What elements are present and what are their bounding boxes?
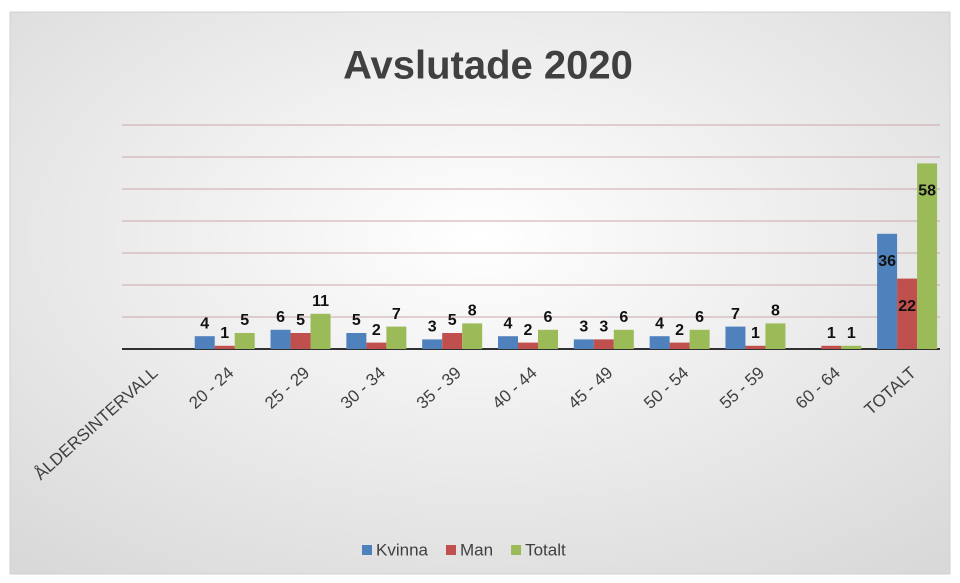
bar xyxy=(234,333,255,349)
bar xyxy=(194,336,215,349)
bar xyxy=(689,329,710,349)
data-label: 5 xyxy=(240,312,249,329)
data-label: 1 xyxy=(751,325,760,342)
data-label: 1 xyxy=(847,325,856,342)
data-label: 4 xyxy=(200,315,209,332)
data-label: 6 xyxy=(619,309,628,326)
bar xyxy=(386,326,407,349)
data-label: 2 xyxy=(675,322,684,339)
data-label: 2 xyxy=(524,322,533,339)
data-label: 1 xyxy=(827,325,836,342)
bar xyxy=(613,329,634,349)
data-label: 7 xyxy=(731,306,740,323)
bar xyxy=(877,233,898,349)
data-label: 5 xyxy=(296,312,305,329)
bar xyxy=(841,345,862,349)
bar xyxy=(442,333,463,349)
legend-swatch xyxy=(362,545,372,555)
bar xyxy=(649,336,670,349)
bar xyxy=(593,339,614,349)
bar xyxy=(270,329,291,349)
data-label: 3 xyxy=(428,319,437,336)
data-label: 36 xyxy=(878,253,896,270)
bar xyxy=(366,342,387,349)
bar xyxy=(765,323,786,349)
data-label: 7 xyxy=(392,306,401,323)
bar xyxy=(518,342,538,349)
data-label: 3 xyxy=(579,319,588,336)
data-label: 6 xyxy=(544,309,553,326)
bar xyxy=(669,342,690,349)
data-label: 3 xyxy=(599,319,608,336)
data-label: 8 xyxy=(468,303,477,320)
bar xyxy=(573,339,594,349)
data-label: 1 xyxy=(220,325,229,342)
legend-swatch xyxy=(445,545,456,555)
bar xyxy=(917,163,938,349)
data-label: 2 xyxy=(372,322,381,339)
bar xyxy=(346,333,367,349)
bar xyxy=(745,345,766,349)
bar xyxy=(821,345,842,349)
data-label: 6 xyxy=(695,309,704,326)
bar xyxy=(538,329,558,349)
bar xyxy=(290,333,311,349)
data-label: 4 xyxy=(504,315,513,332)
data-label: 5 xyxy=(448,312,457,329)
data-label: 11 xyxy=(312,293,329,310)
bar xyxy=(310,313,331,349)
legend-label: Kvinna xyxy=(376,540,429,559)
data-label: 6 xyxy=(276,309,285,326)
data-label: 22 xyxy=(898,298,916,315)
bar xyxy=(462,323,483,349)
bar xyxy=(422,339,443,349)
legend-swatch xyxy=(511,545,522,555)
bar xyxy=(897,278,918,349)
legend-label: Totalt xyxy=(525,540,566,559)
data-label: 4 xyxy=(655,315,664,332)
bar xyxy=(214,345,235,349)
chart-title: Avslutade 2020 xyxy=(343,44,633,88)
data-label: 58 xyxy=(918,183,936,200)
bar xyxy=(498,336,518,349)
data-label: 5 xyxy=(352,312,361,329)
chart-area xyxy=(9,11,951,575)
legend-label: Man xyxy=(460,540,493,559)
bar xyxy=(725,326,746,349)
data-label: 8 xyxy=(771,303,780,320)
